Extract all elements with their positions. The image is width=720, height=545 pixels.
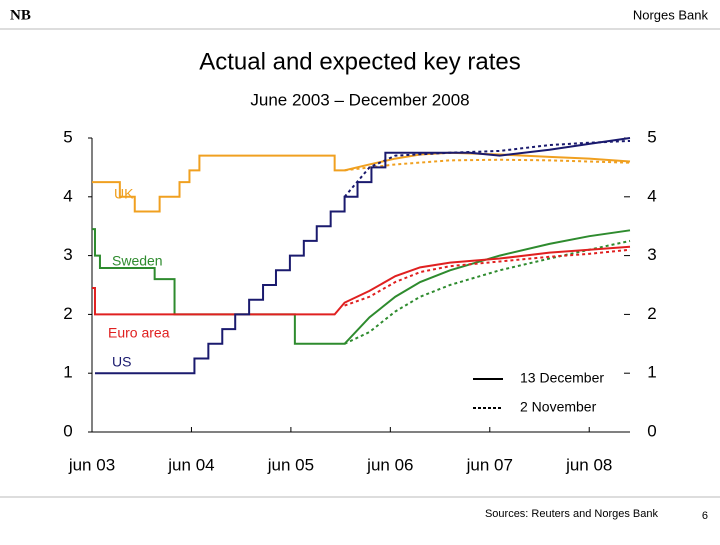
y2-tick-label: 0 xyxy=(647,421,656,440)
x-tick-label: jun 07 xyxy=(466,455,513,474)
legend-label: 13 December xyxy=(520,370,604,386)
y-tick-label: 5 xyxy=(63,127,72,146)
series-label: Euro area xyxy=(108,325,170,341)
y2-tick-label: 1 xyxy=(647,363,656,382)
rate-line xyxy=(92,228,631,345)
x-tick-label: jun 03 xyxy=(68,455,115,474)
x-tick-label: jun 05 xyxy=(267,455,314,474)
series-label: US xyxy=(112,354,131,370)
rate-line xyxy=(94,137,631,375)
x-tick-label: jun 06 xyxy=(366,455,413,474)
legend-label: 2 November xyxy=(520,399,597,415)
y-tick-label: 2 xyxy=(63,304,72,323)
x-tick-label: jun 08 xyxy=(565,455,612,474)
page-number: 6 xyxy=(702,510,708,522)
rate-line xyxy=(344,239,631,345)
y-tick-label: 0 xyxy=(63,421,72,440)
chart-subtitle: June 2003 – December 2008 xyxy=(250,90,469,109)
y-tick-label: 4 xyxy=(63,186,72,205)
chart-title: Actual and expected key rates xyxy=(199,48,521,75)
x-tick-label: jun 04 xyxy=(167,455,214,474)
rate-line xyxy=(92,245,631,316)
y2-tick-label: 4 xyxy=(647,186,656,205)
rate-line xyxy=(344,248,631,307)
y-tick-label: 3 xyxy=(63,245,72,264)
y2-tick-label: 5 xyxy=(647,127,656,146)
y2-tick-label: 3 xyxy=(647,245,656,264)
logo: NB xyxy=(10,7,31,23)
org-name: Norges Bank xyxy=(633,7,709,22)
series-label: UK xyxy=(114,186,134,202)
series-label: Sweden xyxy=(112,253,163,269)
y2-tick-label: 2 xyxy=(647,304,656,323)
source: Sources: Reuters and Norges Bank xyxy=(485,508,659,520)
y-tick-label: 1 xyxy=(63,363,72,382)
rate-line xyxy=(343,139,631,198)
